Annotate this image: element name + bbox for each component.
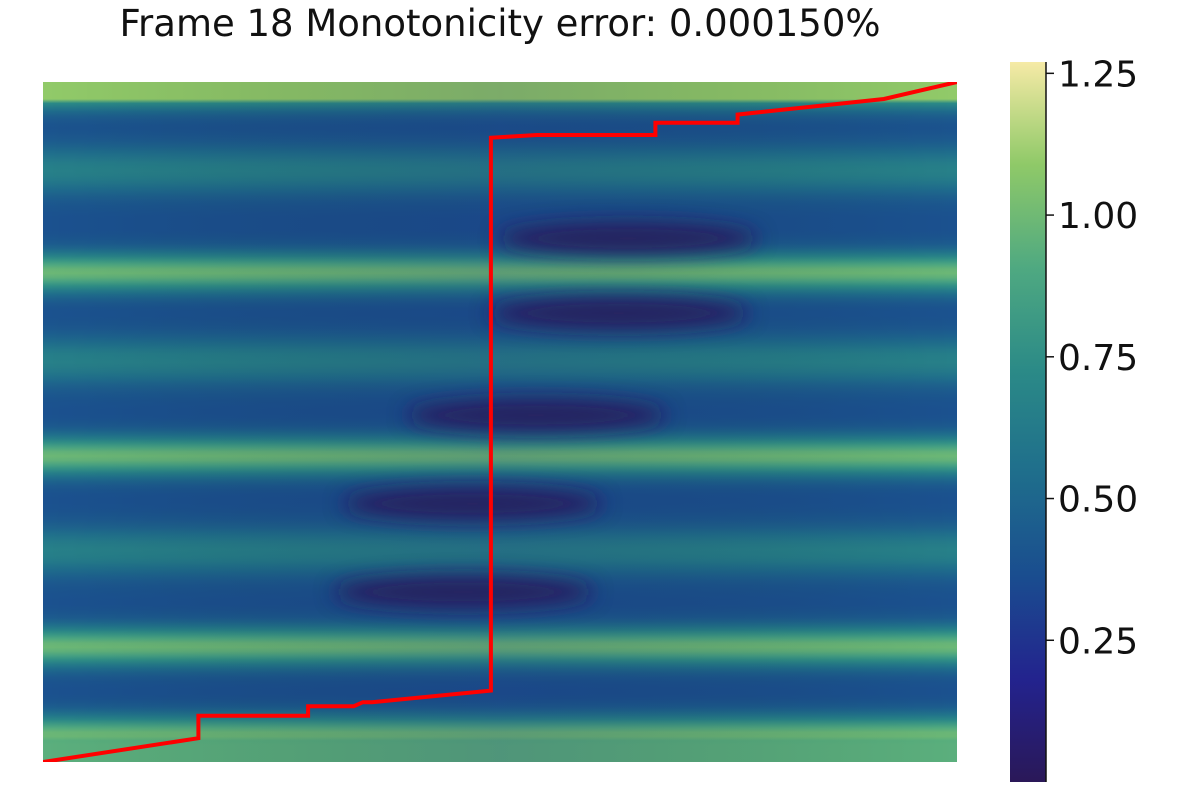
dark-spot xyxy=(488,297,749,330)
colorbar-tick-label: 0.75 xyxy=(1058,338,1138,379)
colorbar: 0.25 0.50 0.75 1.00 1.25 xyxy=(1010,54,1138,782)
heatmap xyxy=(43,82,957,762)
colorbar-tick-label: 1.25 xyxy=(1058,54,1138,95)
dark-spot xyxy=(406,399,667,432)
colorbar-tick-label: 1.00 xyxy=(1058,196,1138,237)
colorbar-ramp xyxy=(1010,62,1046,782)
colorbar-ticks: 0.25 0.50 0.75 1.00 1.25 xyxy=(1046,54,1138,662)
colorbar-tick-label: 0.25 xyxy=(1058,621,1138,662)
chart-title: Frame 18 Monotonicity error: 0.000150% xyxy=(119,2,880,45)
dark-spot xyxy=(333,576,594,608)
dark-spot xyxy=(497,222,758,255)
dark-spots xyxy=(333,222,758,608)
dark-spot xyxy=(342,487,603,520)
monotonic-path xyxy=(43,82,957,762)
colorbar-tick-label: 0.50 xyxy=(1058,480,1138,521)
